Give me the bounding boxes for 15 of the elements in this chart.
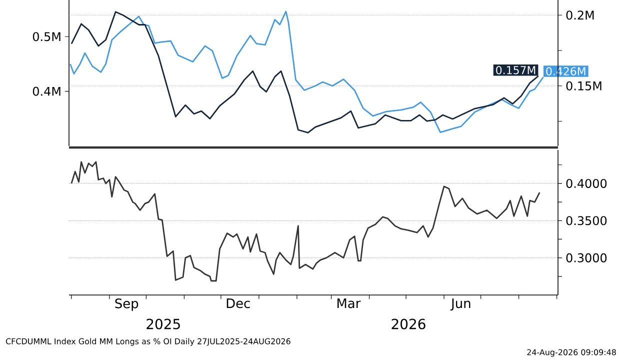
- text: 2026: [392, 318, 426, 330]
- data-label: 0.157M: [496, 66, 536, 74]
- y2-tick-label: 0.3000: [566, 253, 607, 262]
- y2-tick-label: 0.4000: [566, 178, 607, 188]
- x-tick-label: Dec: [226, 298, 250, 308]
- x-tick-label: Sep: [115, 298, 138, 311]
- y2-tick-label: 0.15M: [566, 81, 602, 90]
- line-series: [70, 161, 540, 282]
- y2-tick-label: 0.2M: [566, 10, 594, 20]
- x-tick-label: Mar: [337, 298, 361, 308]
- y2-tick-label: 0.3500: [566, 216, 607, 226]
- y-tick-label: 0.5M: [32, 32, 60, 42]
- x-tick-label: Jun: [450, 298, 470, 311]
- y-tick-label: 0.4M: [32, 86, 60, 96]
- text: 2025: [146, 318, 180, 330]
